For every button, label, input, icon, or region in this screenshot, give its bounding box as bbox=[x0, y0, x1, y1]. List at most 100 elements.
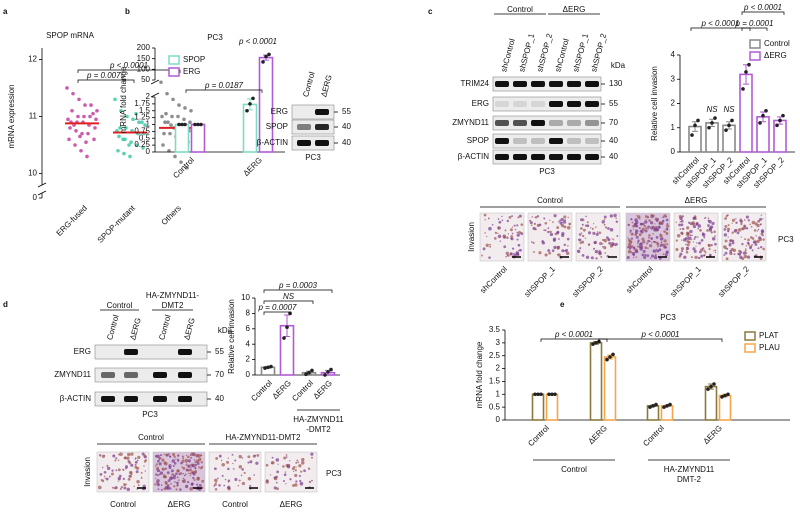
y-tick-label: 50 bbox=[141, 75, 150, 84]
cell-stain bbox=[247, 476, 252, 481]
cell-stain bbox=[726, 227, 731, 231]
cell-stain bbox=[699, 250, 702, 254]
cell-stain bbox=[759, 257, 763, 261]
cell-stain bbox=[122, 477, 125, 481]
cell-stain bbox=[295, 480, 298, 483]
cell-stain bbox=[630, 237, 634, 240]
cell-stain bbox=[165, 453, 169, 457]
cell-stain bbox=[711, 237, 716, 241]
data-point bbox=[171, 97, 175, 102]
cell-stain bbox=[708, 248, 711, 251]
cell-stain bbox=[119, 487, 122, 491]
cell-stain bbox=[743, 254, 748, 259]
cell-stain bbox=[566, 225, 571, 230]
cell-stain bbox=[503, 245, 507, 249]
cell-stain bbox=[167, 479, 171, 483]
cell-stain bbox=[626, 255, 630, 260]
data-point bbox=[170, 114, 174, 119]
cell-stain bbox=[182, 472, 184, 475]
cell-stain bbox=[101, 466, 104, 469]
cell-stain bbox=[753, 229, 757, 232]
cell-stain bbox=[510, 237, 514, 241]
cell-stain bbox=[511, 247, 515, 250]
cell-stain bbox=[560, 223, 565, 228]
cell-stain bbox=[99, 454, 102, 457]
blot-band bbox=[531, 154, 545, 160]
cell-stain bbox=[195, 454, 199, 458]
lane-label: ΔERG bbox=[168, 500, 191, 509]
cell-stain bbox=[751, 249, 754, 252]
cell-stain bbox=[694, 217, 697, 220]
blot-band bbox=[297, 140, 311, 146]
lane-label: shControl bbox=[553, 37, 571, 73]
cell-stain bbox=[294, 469, 297, 472]
cell-stain bbox=[307, 467, 311, 471]
cell-stain bbox=[637, 243, 639, 245]
replicate-point bbox=[553, 392, 557, 397]
cell-stain bbox=[301, 457, 305, 462]
cell-stain bbox=[256, 454, 260, 457]
cell-stain bbox=[547, 227, 550, 230]
cell-stain bbox=[122, 468, 124, 471]
blot-band bbox=[513, 120, 527, 126]
cell-stain bbox=[700, 254, 704, 258]
cell-stain bbox=[649, 221, 654, 225]
data-point bbox=[165, 91, 169, 96]
cell-stain bbox=[690, 256, 693, 259]
cell-stain bbox=[130, 463, 134, 467]
cell-stain bbox=[536, 215, 540, 218]
cell-stain bbox=[576, 249, 581, 253]
cell-stain bbox=[156, 454, 160, 459]
cell-stain bbox=[518, 231, 522, 234]
blot-band bbox=[567, 154, 581, 160]
cell-stain bbox=[487, 217, 490, 220]
blot-band bbox=[513, 101, 527, 107]
bar bbox=[739, 73, 753, 153]
cell-stain bbox=[247, 455, 251, 459]
cell-stain bbox=[181, 455, 184, 458]
cell-stain bbox=[311, 479, 313, 482]
cell-stain bbox=[638, 227, 641, 230]
cell-stain bbox=[227, 479, 231, 483]
cell-stain bbox=[497, 228, 500, 230]
cell-stain bbox=[269, 474, 272, 476]
cell-stain bbox=[190, 452, 195, 456]
cell-stain bbox=[135, 470, 139, 474]
y-tick-label: 0 bbox=[496, 415, 501, 424]
x-tick-label: Control bbox=[290, 378, 315, 403]
cell-stain bbox=[650, 226, 654, 230]
y-tick-label: 8 bbox=[246, 309, 251, 318]
replicate-point bbox=[594, 341, 598, 345]
cell-stain bbox=[507, 254, 510, 257]
cell-stain bbox=[161, 458, 165, 462]
axis-break bbox=[37, 190, 47, 196]
data-point bbox=[94, 117, 98, 122]
cell-stain bbox=[538, 251, 542, 255]
cell-stain bbox=[191, 471, 194, 474]
y-tick-label: 2 bbox=[496, 364, 501, 373]
cell-stain bbox=[115, 469, 118, 472]
data-point bbox=[121, 137, 125, 142]
cell-stain bbox=[593, 241, 595, 244]
cell-stain bbox=[182, 466, 186, 470]
blot-band bbox=[567, 81, 581, 87]
lane-label: shSPOP_2 bbox=[589, 32, 608, 73]
cell-stain bbox=[655, 236, 659, 239]
group-label: ΔERG bbox=[685, 196, 708, 205]
replicate-point bbox=[706, 387, 710, 391]
cell-stain bbox=[164, 462, 168, 466]
cell-stain bbox=[665, 230, 667, 232]
data-point bbox=[77, 97, 81, 102]
legend-swatch bbox=[744, 343, 756, 353]
cell-stain bbox=[504, 229, 507, 232]
cell-stain bbox=[657, 250, 659, 252]
cell-stain bbox=[130, 452, 134, 456]
bar bbox=[531, 393, 545, 421]
replicate-point bbox=[747, 62, 751, 67]
lane-label: Control bbox=[157, 314, 172, 341]
cell-stain bbox=[103, 454, 105, 457]
cell-stain bbox=[489, 245, 492, 248]
cell-stain bbox=[238, 454, 242, 459]
replicate-point bbox=[248, 102, 252, 106]
cell-stain bbox=[607, 238, 611, 242]
